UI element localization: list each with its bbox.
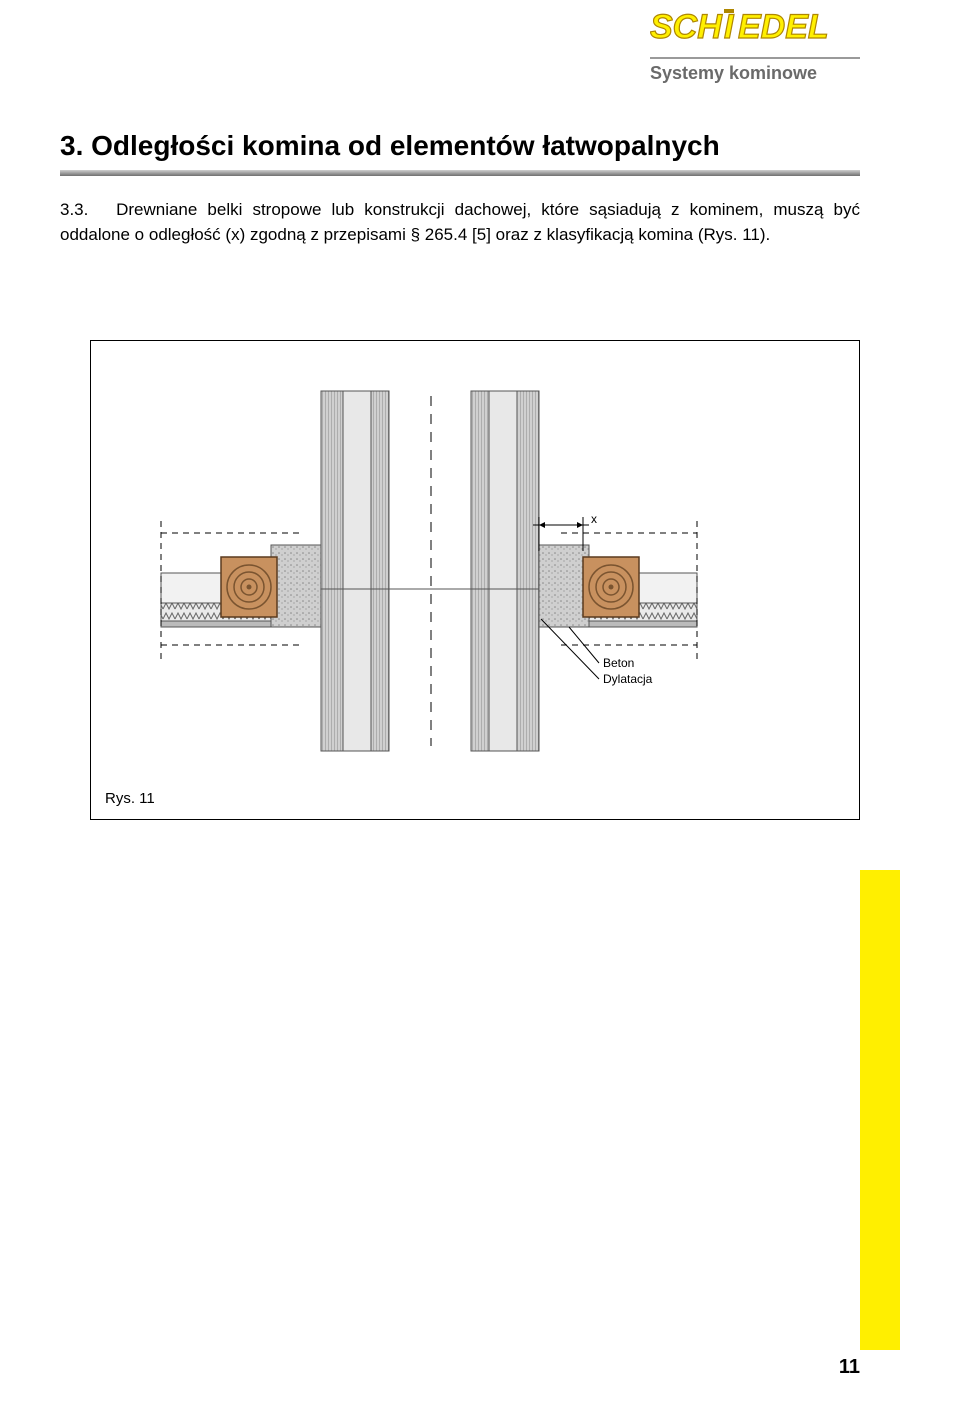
- figure-11: x Beton Dylatacja Rys. 11: [90, 340, 860, 820]
- label-dylatacja: Dylatacja: [603, 672, 653, 686]
- beam-left: [221, 557, 277, 617]
- diagram-svg: x Beton Dylatacja: [91, 341, 861, 821]
- label-x: x: [591, 512, 597, 526]
- yellow-edge-stripe: [860, 870, 900, 1350]
- logo-i-dot: [724, 9, 734, 13]
- chimney-left: [321, 391, 389, 751]
- page-number: 11: [839, 1356, 860, 1379]
- label-leaders: Beton Dylatacja: [541, 619, 653, 686]
- section-title: 3. Odległości komina od elementów łatwop…: [60, 130, 860, 170]
- figure-caption: Rys. 11: [105, 790, 155, 807]
- logo-part-1: SCH: [650, 8, 723, 46]
- beam-right: [583, 557, 639, 617]
- section-container: 3. Odległości komina od elementów łatwop…: [60, 130, 860, 247]
- page-header: SCH I EDEL Systemy kominowe: [650, 8, 860, 84]
- chimney-right: [471, 391, 539, 751]
- slab-bottom-right: [587, 621, 697, 627]
- concrete-right: [539, 545, 589, 627]
- title-underline: [60, 170, 860, 176]
- slab-bottom-left: [161, 621, 271, 627]
- header-tagline: Systemy kominowe: [650, 57, 860, 84]
- label-beton: Beton: [603, 656, 634, 670]
- paragraph-body: Drewniane belki stropowe lub konstrukcji…: [60, 200, 860, 244]
- concrete-left: [271, 545, 321, 627]
- schiedel-logo: SCH I EDEL: [650, 8, 860, 51]
- paragraph-number: 3.3.: [60, 198, 106, 223]
- logo-part-3: EDEL: [738, 8, 829, 46]
- section-paragraph: 3.3. Drewniane belki stropowe lub konstr…: [60, 198, 860, 247]
- logo-part-2: I: [724, 8, 735, 46]
